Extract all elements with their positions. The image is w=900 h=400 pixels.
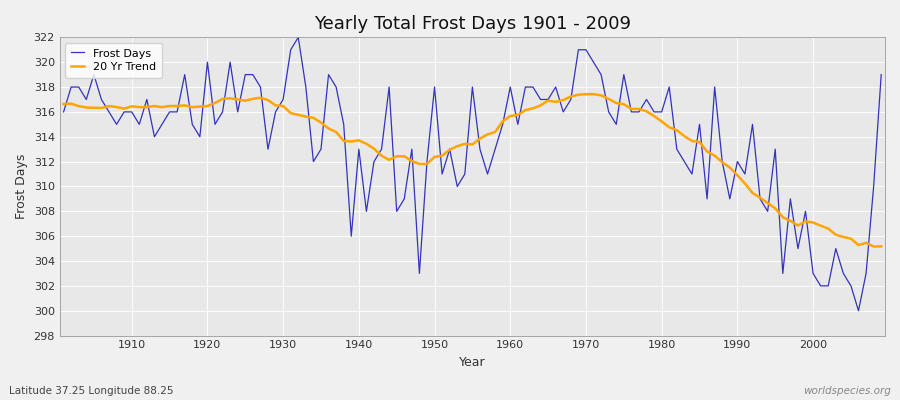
Title: Yearly Total Frost Days 1901 - 2009: Yearly Total Frost Days 1901 - 2009 — [314, 15, 631, 33]
Frost Days — [876, 72, 886, 77]
20 Yr Trend — [603, 96, 614, 101]
Frost Days — [119, 110, 130, 114]
Line: Frost Days: Frost Days — [64, 37, 881, 311]
Frost Days — [505, 85, 516, 90]
20 Yr Trend — [868, 244, 879, 249]
Text: Latitude 37.25 Longitude 88.25: Latitude 37.25 Longitude 88.25 — [9, 386, 174, 396]
20 Yr Trend — [119, 106, 130, 111]
20 Yr Trend — [58, 102, 69, 106]
20 Yr Trend — [330, 130, 341, 134]
Frost Days — [285, 47, 296, 52]
Y-axis label: Frost Days: Frost Days — [15, 154, 28, 219]
20 Yr Trend — [505, 114, 516, 118]
Frost Days — [338, 122, 349, 127]
Frost Days — [853, 308, 864, 313]
Legend: Frost Days, 20 Yr Trend: Frost Days, 20 Yr Trend — [66, 43, 162, 78]
20 Yr Trend — [876, 244, 886, 249]
20 Yr Trend — [285, 111, 296, 116]
20 Yr Trend — [580, 92, 591, 96]
X-axis label: Year: Year — [459, 356, 486, 369]
Text: worldspecies.org: worldspecies.org — [803, 386, 891, 396]
20 Yr Trend — [498, 119, 508, 124]
Frost Days — [512, 122, 523, 127]
Frost Days — [603, 110, 614, 114]
Frost Days — [292, 35, 303, 40]
Frost Days — [58, 110, 69, 114]
Line: 20 Yr Trend: 20 Yr Trend — [64, 94, 881, 246]
